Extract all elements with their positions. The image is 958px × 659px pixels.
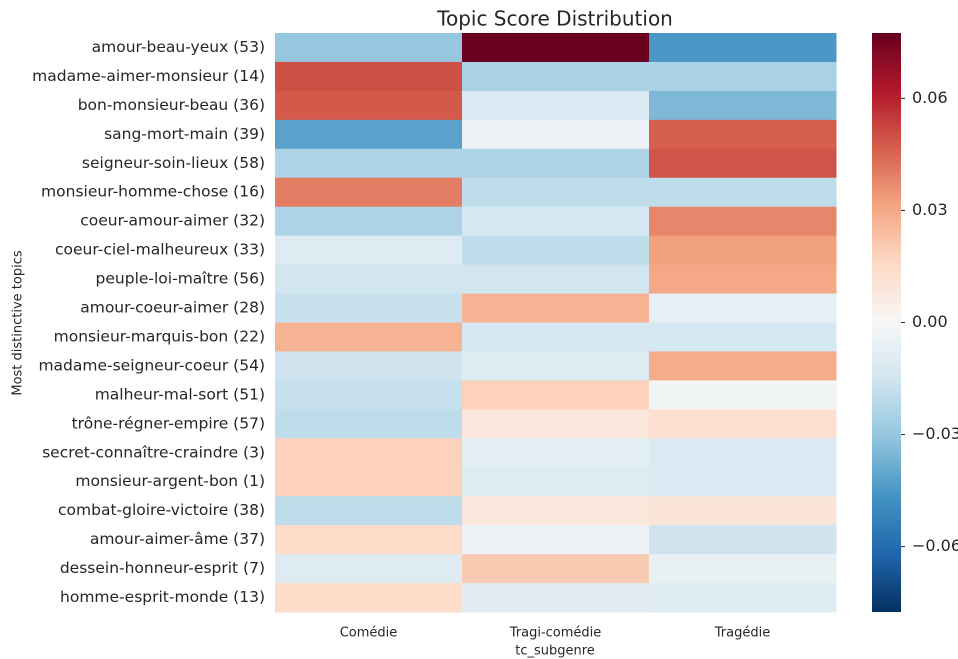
heatmap-cell — [462, 148, 650, 179]
y-tick-label: seigneur-soin-lieux (58) — [82, 154, 265, 172]
heatmap-cell — [649, 583, 837, 613]
heatmap-cell — [462, 554, 650, 584]
heatmap-cell — [275, 583, 463, 613]
y-tick-label: combat-gloire-victoire (38) — [58, 501, 265, 519]
heatmap-cell — [275, 554, 463, 584]
heatmap-cell — [462, 583, 650, 613]
heatmap-cell — [462, 119, 650, 150]
heatmap-cell — [275, 467, 463, 497]
y-tick-label: malheur-mal-sort (51) — [95, 385, 265, 403]
heatmap-cell — [649, 322, 837, 352]
heatmap-cell — [462, 33, 650, 63]
x-axis-label: tc_subgenre — [515, 644, 595, 659]
heatmap-cell — [275, 351, 463, 381]
heatmap-cell — [462, 90, 650, 121]
heatmap-cell — [462, 496, 650, 526]
heatmap-cell — [275, 438, 463, 468]
y-tick-label: homme-esprit-monde (13) — [60, 588, 265, 606]
heatmap-cell — [649, 554, 837, 584]
heatmap-cell — [462, 61, 650, 92]
y-tick-label: coeur-amour-aimer (32) — [80, 212, 265, 230]
y-tick-label: amour-coeur-aimer (28) — [80, 299, 265, 317]
heatmap-cell — [462, 206, 650, 237]
heatmap-cell — [462, 525, 650, 555]
y-tick-label: monsieur-marquis-bon (22) — [54, 327, 265, 345]
heatmap-cell — [462, 264, 650, 295]
heatmap-cell — [275, 90, 463, 121]
colorbar-tick-label: 0.00 — [912, 312, 948, 331]
heatmap-cell — [275, 148, 463, 179]
heatmap-cell — [649, 525, 837, 555]
x-tick-label: Tragédie — [714, 626, 770, 641]
heatmap-cell — [462, 467, 650, 497]
heatmap-cell — [275, 177, 463, 208]
colorbar-tick-label: 0.06 — [912, 88, 948, 107]
heatmap-cell — [275, 380, 463, 410]
heatmap-cell — [649, 90, 837, 121]
heatmap-cell — [649, 119, 837, 150]
heatmap-cell — [649, 438, 837, 468]
heatmap-cell — [275, 322, 463, 352]
heatmap-cell — [462, 177, 650, 208]
heatmap-cell — [649, 177, 837, 208]
y-tick-label: peuple-loi-maître (56) — [96, 270, 265, 288]
heatmap-cell — [462, 380, 650, 410]
heatmap-cell — [462, 409, 650, 439]
heatmap-cell — [649, 148, 837, 179]
x-tick-label: Tragi-comédie — [509, 626, 602, 641]
heatmap-cell — [649, 206, 837, 237]
colorbar-tick-label: −0.03 — [912, 424, 958, 443]
heatmap-cell — [275, 206, 463, 237]
heatmap-cell — [649, 409, 837, 439]
heatmap-cell — [649, 235, 837, 266]
y-tick-label: madame-aimer-monsieur (14) — [32, 67, 265, 85]
y-tick-label: trône-régner-empire (57) — [72, 414, 265, 432]
heatmap-cell — [275, 293, 463, 323]
y-tick-label: amour-beau-yeux (53) — [92, 38, 265, 56]
heatmap-cell — [462, 235, 650, 266]
heatmap-cell — [462, 322, 650, 352]
heatmap-cell — [275, 409, 463, 439]
y-tick-label: monsieur-argent-bon (1) — [75, 472, 265, 490]
heatmap-cell — [275, 119, 463, 150]
colorbar-tick-label: −0.06 — [912, 536, 958, 555]
heatmap-cell — [462, 351, 650, 381]
heatmap-cell — [275, 33, 463, 63]
heatmap-cell — [649, 351, 837, 381]
heatmap-cell — [275, 61, 463, 92]
y-tick-label: sang-mort-main (39) — [104, 125, 265, 143]
x-tick-label: Comédie — [340, 626, 398, 641]
heatmap-cell — [462, 438, 650, 468]
y-tick-label: amour-aimer-âme (37) — [90, 530, 265, 548]
heatmap-cell — [275, 264, 463, 295]
y-tick-label: bon-monsieur-beau (36) — [78, 96, 265, 114]
heatmap-cell — [649, 61, 837, 92]
heatmap-cell — [649, 264, 837, 295]
y-tick-label: coeur-ciel-malheureux (33) — [55, 241, 265, 259]
y-tick-label: secret-connaître-craindre (3) — [42, 443, 265, 461]
heatmap-cell — [275, 525, 463, 555]
heatmap-cell — [649, 496, 837, 526]
heatmap-cell — [649, 380, 837, 410]
heatmap-cell — [649, 293, 837, 323]
y-tick-label: monsieur-homme-chose (16) — [41, 183, 265, 201]
heatmap-cell — [649, 33, 837, 63]
y-tick-label: dessein-honneur-esprit (7) — [60, 559, 265, 577]
heatmap-cell — [649, 467, 837, 497]
colorbar-tick-label: 0.03 — [912, 200, 948, 219]
y-axis-label: Most distinctive topics — [11, 250, 26, 395]
heatmap-cell — [275, 496, 463, 526]
colorbar — [872, 33, 901, 612]
chart-title: Topic Score Distribution — [436, 7, 673, 31]
heatmap-cell — [275, 235, 463, 266]
y-tick-label: madame-seigneur-coeur (54) — [38, 356, 265, 374]
heatmap-cell — [462, 293, 650, 323]
